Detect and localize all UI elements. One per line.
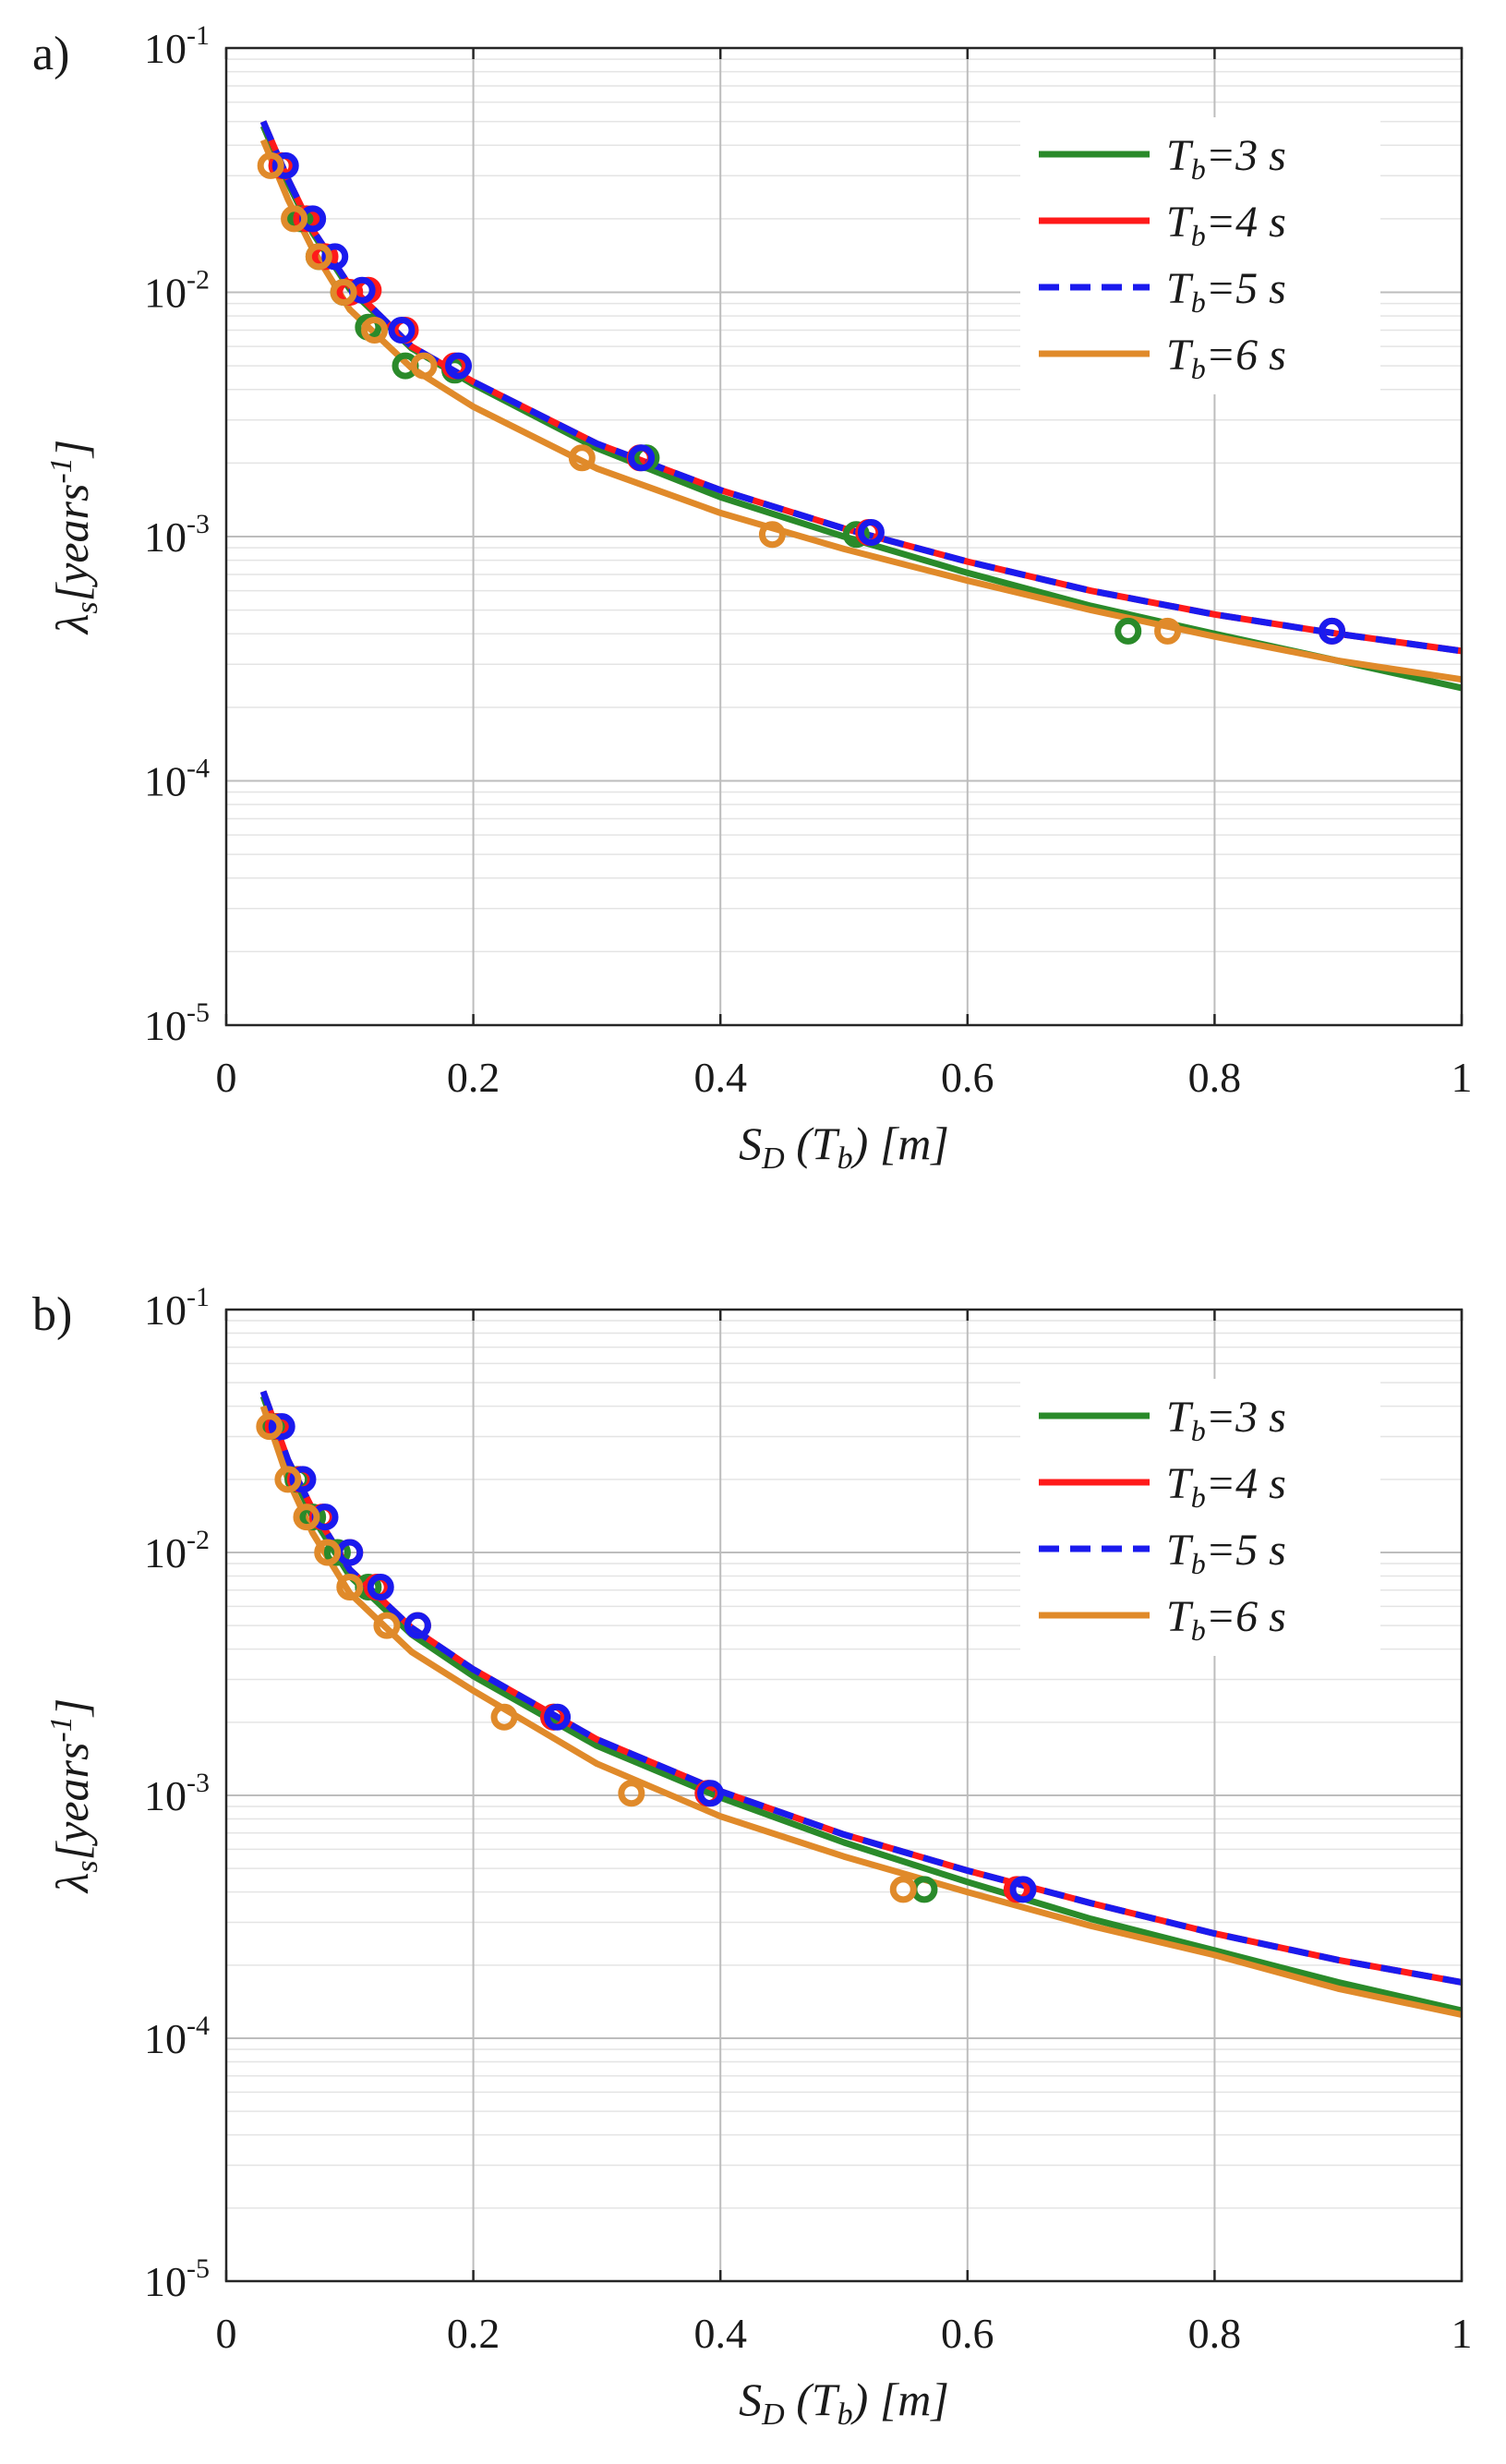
data-point-6s <box>336 1574 364 1601</box>
y-tick-label: 10-5 <box>144 2253 210 2305</box>
data-point-6s <box>257 151 284 179</box>
data-point-5s <box>268 1413 295 1441</box>
data-point-6s <box>889 1876 917 1903</box>
data-point-6s <box>361 316 389 344</box>
data-point-5s <box>321 243 349 271</box>
data-point-6s <box>373 1612 401 1639</box>
data-point-5s <box>1009 1876 1037 1903</box>
y-tick-label: 10-4 <box>144 2011 210 2062</box>
x-axis-label: SD (Tb) [m] <box>739 2373 949 2432</box>
x-tick-label: 0 <box>216 1054 237 1101</box>
y-tick-label: 10-3 <box>144 1768 210 1819</box>
data-point-5s <box>628 444 656 472</box>
legend: Tb=3 s Tb=4 s Tb=5 s Tb=6 s <box>1020 117 1380 394</box>
legend-label-6s: Tb=6 s <box>1166 1592 1286 1647</box>
x-tick-label: 0.6 <box>941 2310 994 2357</box>
data-point-6s <box>330 279 357 306</box>
y-tick-label: 10-1 <box>144 20 210 72</box>
data-point-6s <box>256 1413 283 1441</box>
data-point-5s <box>367 1574 394 1601</box>
data-point-5s <box>544 1703 572 1731</box>
legend-label-3s: Tb=3 s <box>1166 1393 1286 1447</box>
x-tick-label: 0.4 <box>693 1054 747 1101</box>
data-point-5s <box>1319 617 1346 645</box>
data-point-3s <box>323 1539 351 1566</box>
y-tick-label: 10-5 <box>144 997 210 1049</box>
x-tick-label: 1 <box>1452 2310 1473 2357</box>
x-tick-label: 0.4 <box>693 2310 747 2357</box>
data-point-5s <box>388 316 416 344</box>
legend-label-4s: Tb=4 s <box>1166 1459 1286 1514</box>
data-point-6s <box>410 352 438 380</box>
y-axis-label: λs[years-1] <box>44 1698 104 1894</box>
data-point-6s <box>305 243 332 271</box>
y-tick-label: 10-4 <box>144 754 210 805</box>
data-point-6s <box>281 205 308 233</box>
data-point-3s <box>1114 617 1142 645</box>
data-point-6s <box>758 521 786 549</box>
data-point-5s <box>404 1612 431 1639</box>
axes-box <box>224 1308 1464 2283</box>
data-point-6s <box>1154 617 1182 645</box>
x-tick-label: 0.8 <box>1188 1054 1242 1101</box>
panel-a: 0 0.2 0.4 0.6 0.8 1 10-1 10-2 10-3 10-4 10-5 SD (Tb… <box>32 20 1473 1176</box>
data-point-5s <box>445 352 473 380</box>
x-tick-label: 1 <box>1452 1054 1473 1101</box>
data-point-5s <box>271 151 299 179</box>
data-point-6s <box>274 1466 302 1493</box>
data-point-5s <box>857 518 885 546</box>
x-tick-label: 0.8 <box>1188 2310 1242 2357</box>
x-tick-label: 0.2 <box>447 2310 500 2357</box>
data-point-3s <box>842 521 870 549</box>
y-tick-label: 10-2 <box>144 1525 210 1576</box>
legend-label-5s: Tb=5 s <box>1166 1526 1286 1580</box>
panel-label: a) <box>32 28 69 80</box>
data-point-6s <box>568 444 596 472</box>
panel-label: b) <box>32 1288 72 1341</box>
legend-label-6s: Tb=6 s <box>1166 331 1286 385</box>
panel-b: 0 0.2 0.4 0.6 0.8 1 10-1 10-2 10-3 10-4 10-5 SD (Tb… <box>32 1282 1473 2432</box>
y-tick-label: 10-1 <box>144 1282 210 1334</box>
data-point-5s <box>289 1466 317 1493</box>
data-point-6s <box>618 1780 645 1807</box>
series-line-6s <box>259 139 1463 683</box>
legend-box <box>1020 117 1380 394</box>
legend-label-4s: Tb=4 s <box>1166 198 1286 252</box>
axes-box <box>224 46 1464 1027</box>
legend-label-3s: Tb=3 s <box>1166 131 1286 186</box>
data-point-5s <box>696 1780 724 1807</box>
series-line-5s <box>259 120 1463 655</box>
x-tick-label: 0.6 <box>941 1054 994 1101</box>
data-point-6s <box>490 1703 518 1731</box>
x-tick-label: 0.2 <box>447 1054 500 1101</box>
y-tick-label: 10-2 <box>144 265 210 317</box>
data-point-6s <box>293 1504 320 1531</box>
x-tick-label: 0 <box>216 2310 237 2357</box>
legend-box <box>1020 1379 1380 1656</box>
y-tick-label: 10-3 <box>144 509 210 561</box>
data-point-6s <box>314 1539 342 1566</box>
y-axis-label: λs[years-1] <box>44 440 104 635</box>
x-axis-label: SD (Tb) [m] <box>739 1117 949 1176</box>
legend-label-5s: Tb=5 s <box>1166 264 1286 319</box>
legend: Tb=3 s Tb=4 s Tb=5 s Tb=6 s <box>1020 1379 1380 1656</box>
